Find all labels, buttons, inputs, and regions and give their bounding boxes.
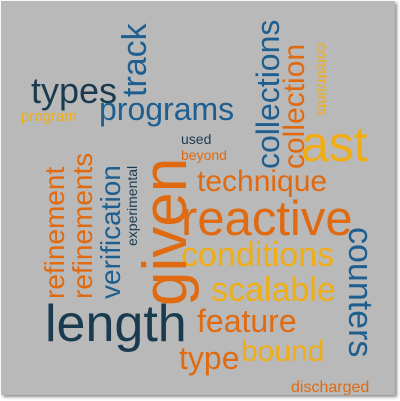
word-cloud: types program programs used beyond ast t…	[1, 1, 395, 395]
word-counters: counters	[341, 227, 379, 358]
word-given: given	[131, 157, 200, 306]
word-ast: ast	[301, 116, 368, 172]
word-reactive: reactive	[181, 192, 353, 246]
word-programs: programs	[99, 91, 235, 127]
word-discharged: discharged	[291, 379, 370, 396]
word-length: length	[45, 295, 187, 353]
word-constraints: constraints	[313, 43, 330, 116]
word-verification: verification	[95, 165, 126, 299]
word-types: types	[31, 70, 118, 111]
word-beyond: beyond	[181, 147, 227, 163]
word-bound: bound	[241, 335, 325, 368]
word-collection: collection	[278, 43, 311, 169]
word-refinement: refinement	[39, 166, 70, 299]
word-refinements: refinements	[67, 152, 98, 299]
word-conditions: conditions	[181, 236, 335, 274]
word-type: type	[179, 340, 240, 376]
word-track: track	[116, 23, 154, 97]
word-experimental: experimental	[124, 165, 140, 246]
word-program: program	[21, 108, 77, 125]
word-feature: feature	[197, 303, 297, 339]
word-scalable: scalable	[211, 271, 336, 309]
word-technique: technique	[197, 165, 328, 198]
word-used: used	[181, 131, 212, 147]
